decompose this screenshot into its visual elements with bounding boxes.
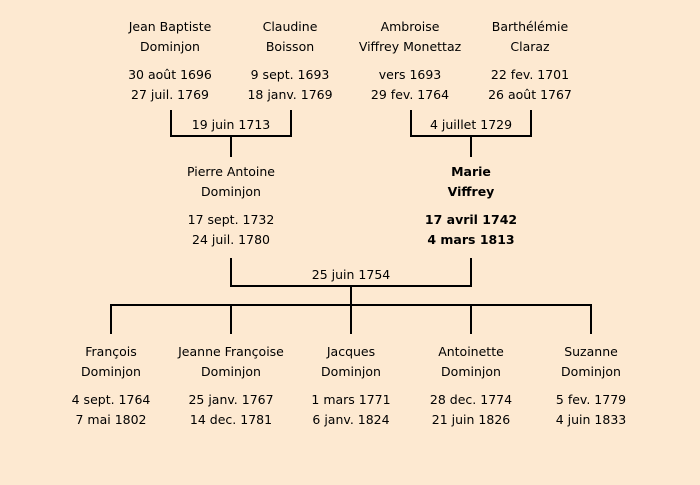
death-date: 21 juin 1826 bbox=[431, 412, 511, 427]
birth-date: 28 dec. 1774 bbox=[429, 392, 513, 407]
person-name: Barthélémie bbox=[491, 19, 569, 34]
person-name: Claudine bbox=[262, 19, 318, 34]
child-card: François Dominjon 4 sept. 1764 7 mai 180… bbox=[41, 342, 181, 430]
grandparent-card: Barthélémie Claraz 22 fev. 1701 26 août … bbox=[460, 17, 600, 105]
death-date: 26 août 1767 bbox=[488, 87, 572, 102]
person-surname: Dominjon bbox=[81, 364, 141, 379]
death-date: 4 juin 1833 bbox=[555, 412, 627, 427]
child-card: Antoinette Dominjon 28 dec. 1774 21 juin… bbox=[401, 342, 541, 430]
birth-date: 25 janv. 1767 bbox=[188, 392, 274, 407]
marriage-date: 4 juillet 1729 bbox=[429, 117, 513, 132]
grandparent-card: Jean Baptiste Dominjon 30 août 1696 27 j… bbox=[100, 17, 240, 105]
child-card: Suzanne Dominjon 5 fev. 1779 4 juin 1833 bbox=[521, 342, 661, 430]
person-name: Ambroise bbox=[380, 19, 440, 34]
death-date: 27 juil. 1769 bbox=[131, 87, 209, 102]
child-card: Jeanne Françoise Dominjon 25 janv. 1767 … bbox=[161, 342, 301, 430]
person-surname: Dominjon bbox=[201, 184, 261, 199]
birth-date: vers 1693 bbox=[378, 67, 442, 82]
person-name: François bbox=[85, 344, 137, 359]
birth-date: 17 avril 1742 bbox=[424, 212, 518, 227]
person-name: Suzanne bbox=[564, 344, 618, 359]
person-name: Antoinette bbox=[438, 344, 504, 359]
person-name: Jeanne Françoise bbox=[178, 344, 284, 359]
birth-date: 22 fev. 1701 bbox=[490, 67, 570, 82]
person-surname: Dominjon bbox=[140, 39, 200, 54]
birth-date: 17 sept. 1732 bbox=[187, 212, 275, 227]
death-date: 6 janv. 1824 bbox=[312, 412, 390, 427]
death-date: 14 dec. 1781 bbox=[189, 412, 273, 427]
person-name: Marie bbox=[451, 164, 491, 179]
parent-card-highlighted: Marie Viffrey 17 avril 1742 4 mars 1813 bbox=[401, 162, 541, 250]
birth-date: 4 sept. 1764 bbox=[71, 392, 151, 407]
person-name: Jacques bbox=[326, 344, 376, 359]
person-surname: Dominjon bbox=[321, 364, 381, 379]
person-surname: Viffrey bbox=[447, 184, 495, 199]
person-surname: Dominjon bbox=[441, 364, 501, 379]
person-name: Jean Baptiste bbox=[128, 19, 212, 34]
person-surname: Claraz bbox=[510, 39, 550, 54]
marriage-date: 19 juin 1713 bbox=[191, 117, 271, 132]
person-surname: Boisson bbox=[265, 39, 315, 54]
marriage-date: 25 juin 1754 bbox=[311, 267, 391, 282]
birth-date: 30 août 1696 bbox=[128, 67, 212, 82]
person-name: Pierre Antoine bbox=[187, 164, 275, 179]
death-date: 24 juil. 1780 bbox=[192, 232, 270, 247]
death-date: 7 mai 1802 bbox=[75, 412, 147, 427]
death-date: 4 mars 1813 bbox=[427, 232, 515, 247]
death-date: 29 fev. 1764 bbox=[370, 87, 450, 102]
grandparent-card: Ambroise Viffrey Monettaz vers 1693 29 f… bbox=[340, 17, 480, 105]
person-surname: Dominjon bbox=[201, 364, 261, 379]
death-date: 18 janv. 1769 bbox=[247, 87, 333, 102]
person-surname: Dominjon bbox=[561, 364, 621, 379]
birth-date: 9 sept. 1693 bbox=[250, 67, 330, 82]
birth-date: 5 fev. 1779 bbox=[555, 392, 627, 407]
grandparent-card: Claudine Boisson 9 sept. 1693 18 janv. 1… bbox=[220, 17, 360, 105]
child-card: Jacques Dominjon 1 mars 1771 6 janv. 182… bbox=[281, 342, 421, 430]
birth-date: 1 mars 1771 bbox=[311, 392, 391, 407]
parent-card: Pierre Antoine Dominjon 17 sept. 1732 24… bbox=[161, 162, 301, 250]
person-surname: Viffrey Monettaz bbox=[358, 39, 462, 54]
